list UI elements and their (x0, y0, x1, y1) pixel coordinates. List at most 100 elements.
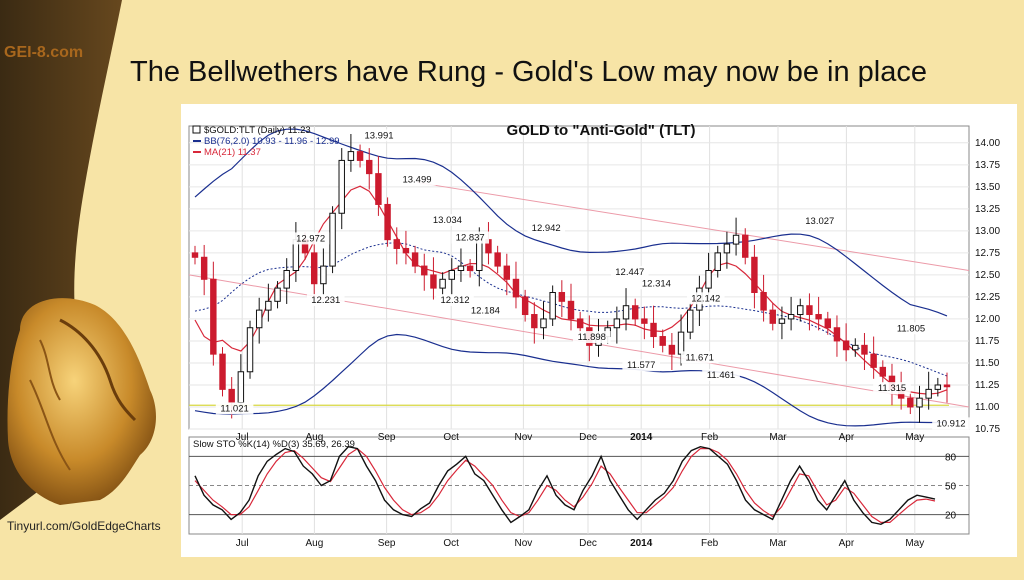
candle-body (934, 384, 942, 390)
price-annotation-bg (573, 331, 611, 344)
candle-body (191, 252, 199, 258)
candle-body (210, 278, 217, 355)
candle-body (916, 397, 923, 408)
price-annotation-bg (451, 231, 489, 244)
chart-panel: Jul Jul Aug Aug Sep Sep Oct Oct Nov Nov Dec Dec 2014… (150, 104, 1017, 557)
candle-body (356, 151, 364, 161)
price-annotation: 13.027 (805, 216, 834, 227)
candle-body (320, 265, 327, 285)
x-tick-label-lower: Dec (579, 538, 597, 549)
price-annotation: 11.315 (878, 383, 906, 394)
candle-body (366, 159, 373, 175)
footer-link[interactable]: Tinyurl.com/GoldEdgeCharts (7, 519, 161, 533)
stochastic-d-line (194, 447, 936, 523)
candle-body (879, 366, 887, 377)
bollinger-upper-band (194, 128, 948, 317)
candle-body (512, 278, 520, 298)
candle-body (466, 265, 474, 271)
price-annotation: 11.671 (686, 352, 714, 363)
candle-body (742, 234, 749, 258)
candle-body (457, 265, 465, 271)
y-tick-label: 11.00 (975, 402, 1000, 413)
price-annotation: 13.499 (402, 174, 431, 185)
y-tick-label: 13.50 (975, 182, 1000, 193)
x-tick-label-lower: 2014 (630, 538, 653, 549)
stochastic-tick-label: 20 (945, 511, 957, 522)
candle-body (476, 239, 483, 271)
price-annotation: 11.898 (578, 332, 606, 343)
candle-body (430, 274, 437, 289)
y-tick-label: 13.75 (975, 160, 1000, 171)
x-tick-label: Feb (701, 432, 719, 443)
candle-body (246, 327, 254, 373)
x-tick-label: Apr (839, 432, 855, 443)
price-annotation-bg (428, 213, 467, 226)
candle-body (402, 247, 410, 254)
candle-body (650, 322, 657, 338)
candle-body (787, 314, 795, 320)
candle-body (274, 287, 281, 302)
y-tick-label: 12.00 (975, 314, 1000, 325)
y-tick-label: 12.75 (975, 248, 1000, 259)
stochastic-tick-label: 50 (945, 482, 957, 493)
candle-body (714, 252, 721, 271)
candle-body (677, 331, 685, 355)
price-annotation: 13.991 (364, 130, 393, 141)
x-tick-label: 2014 (630, 432, 653, 443)
price-annotation: 12.314 (642, 278, 671, 289)
candle-body (852, 344, 859, 351)
candle-body (503, 265, 511, 280)
legend-entry: $GOLD:TLT (Daily) 11.23 (204, 125, 311, 136)
candle-body (723, 243, 731, 254)
price-annotation: 10.912 (936, 418, 965, 429)
price-panel-frame (188, 125, 970, 430)
bollinger-lower-band (194, 333, 948, 427)
price-annotation: 12.447 (615, 267, 644, 278)
candle-body (925, 388, 932, 399)
candle-body (393, 239, 400, 249)
candle-body (219, 353, 226, 390)
price-annotation-bg (150, 235, 183, 248)
candle-body (824, 318, 831, 329)
x-tick-label: Aug (306, 432, 324, 443)
candle-body (531, 314, 538, 329)
candle-body (668, 344, 676, 355)
price-annotation-bg (307, 294, 345, 307)
candle-body (613, 318, 621, 329)
candle-body (228, 388, 235, 404)
indian-head-coin-image (7, 298, 156, 505)
candle-body (907, 397, 914, 408)
price-annotation: 12.184 (471, 306, 500, 317)
candle-body (797, 305, 804, 316)
x-tick-label-lower: Feb (701, 538, 719, 549)
price-annotation: 11.461 (707, 370, 735, 381)
price-annotation-bg (291, 232, 330, 245)
candle-body (861, 344, 868, 355)
price-annotation-bg (637, 277, 676, 290)
candle-body (329, 212, 336, 267)
candle-body (448, 269, 455, 280)
legend-swatch (192, 125, 201, 134)
candle-body (659, 336, 666, 346)
x-tick-label: Mar (769, 432, 787, 443)
candle-body (641, 318, 648, 324)
price-annotation: 11.021 (220, 403, 248, 414)
price-annotation-bg (892, 322, 930, 335)
x-tick-label: Oct (443, 432, 459, 443)
candle-body (283, 269, 290, 289)
candle-body (200, 256, 208, 280)
stochastic-panel-frame (188, 436, 970, 535)
price-annotation-bg (360, 129, 398, 142)
candle-body (549, 292, 556, 320)
candle-body (732, 234, 740, 245)
price-annotation: 12.837 (456, 233, 485, 244)
candle-body (687, 309, 694, 333)
candle-body (338, 159, 345, 214)
candle-body (521, 296, 529, 316)
price-annotation: 12.312 (440, 295, 469, 306)
candle-body (870, 353, 877, 368)
candle-body (567, 300, 575, 320)
candle-body (237, 371, 245, 404)
chart-title: GOLD to "Anti-Gold" (TLT) (507, 122, 696, 139)
price-annotation: 12.942 (532, 223, 561, 234)
